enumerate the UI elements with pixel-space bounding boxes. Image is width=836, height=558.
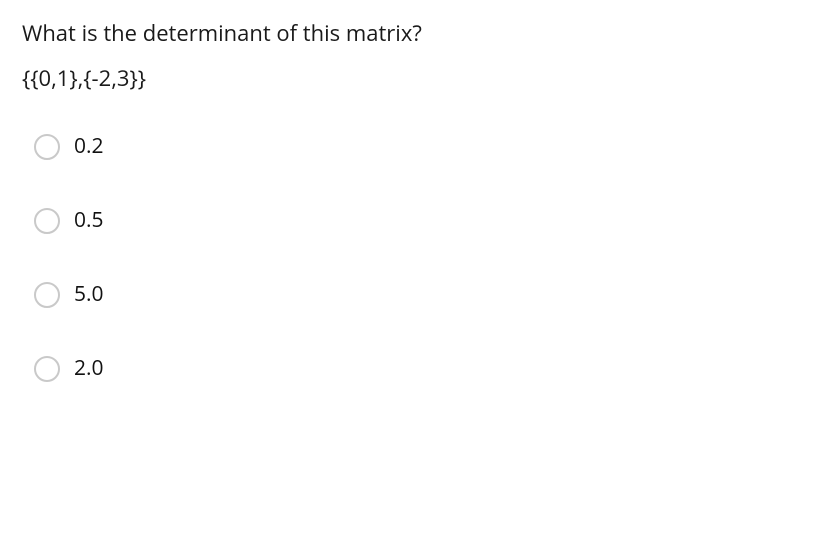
option-row-3[interactable]: 2.0: [34, 356, 814, 382]
options-group: 0.2 0.5 5.0 2.0: [22, 134, 814, 382]
option-row-1[interactable]: 0.5: [34, 208, 814, 234]
option-row-0[interactable]: 0.2: [34, 134, 814, 160]
quiz-container: What is the determinant of this matrix? …: [0, 0, 836, 448]
option-row-2[interactable]: 5.0: [34, 282, 814, 308]
question-prompt: What is the determinant of this matrix?: [22, 18, 814, 49]
radio-icon[interactable]: [34, 134, 60, 160]
option-label: 2.0: [74, 358, 104, 379]
option-label: 0.5: [74, 210, 104, 231]
option-label: 0.2: [74, 136, 104, 157]
radio-icon[interactable]: [34, 356, 60, 382]
option-label: 5.0: [74, 284, 104, 305]
radio-icon[interactable]: [34, 208, 60, 234]
question-matrix: {{0,1},{-2,3}}: [22, 63, 814, 94]
radio-icon[interactable]: [34, 282, 60, 308]
